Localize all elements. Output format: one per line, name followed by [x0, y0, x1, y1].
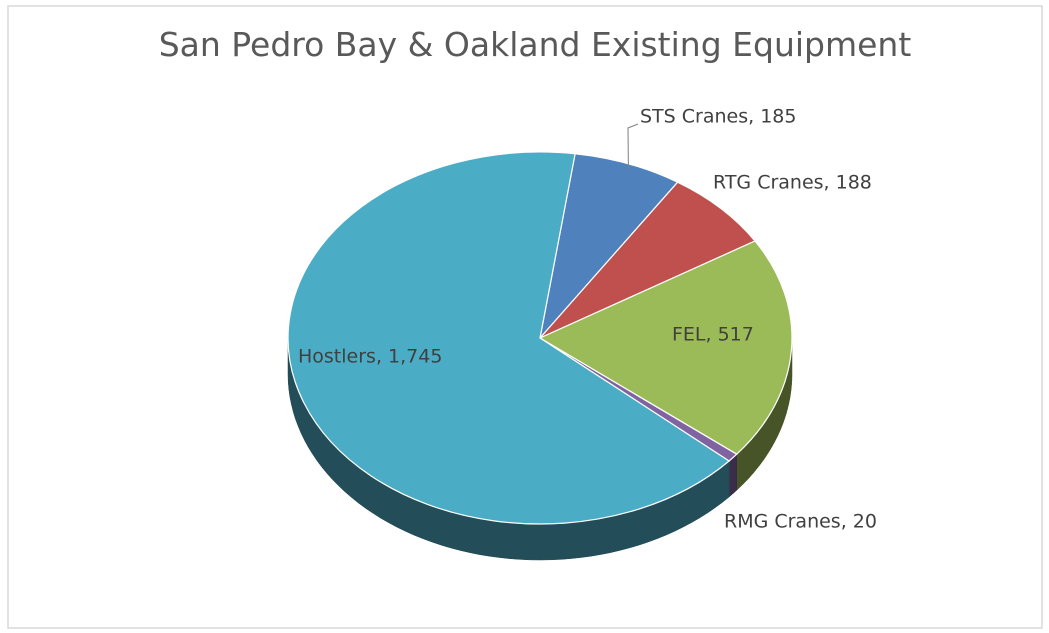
data-label: RTG Cranes, 188 [713, 172, 872, 194]
pie-slice [287, 151, 731, 525]
data-label: Hostlers, 1,745 [298, 346, 442, 368]
chart-title: San Pedro Bay & Oakland Existing Equipme… [159, 25, 912, 64]
pie-slice [538, 240, 793, 455]
leader-line [627, 123, 639, 170]
pie-labels: STS Cranes, 185 RTG Cranes, 188 FEL, 517 RM… [298, 106, 877, 533]
data-label: FEL, 517 [672, 324, 754, 346]
pie-tops [287, 151, 793, 525]
data-label: STS Cranes, 185 [640, 106, 796, 128]
data-label: RMG Cranes, 20 [724, 511, 877, 533]
pie-slice [539, 181, 756, 339]
